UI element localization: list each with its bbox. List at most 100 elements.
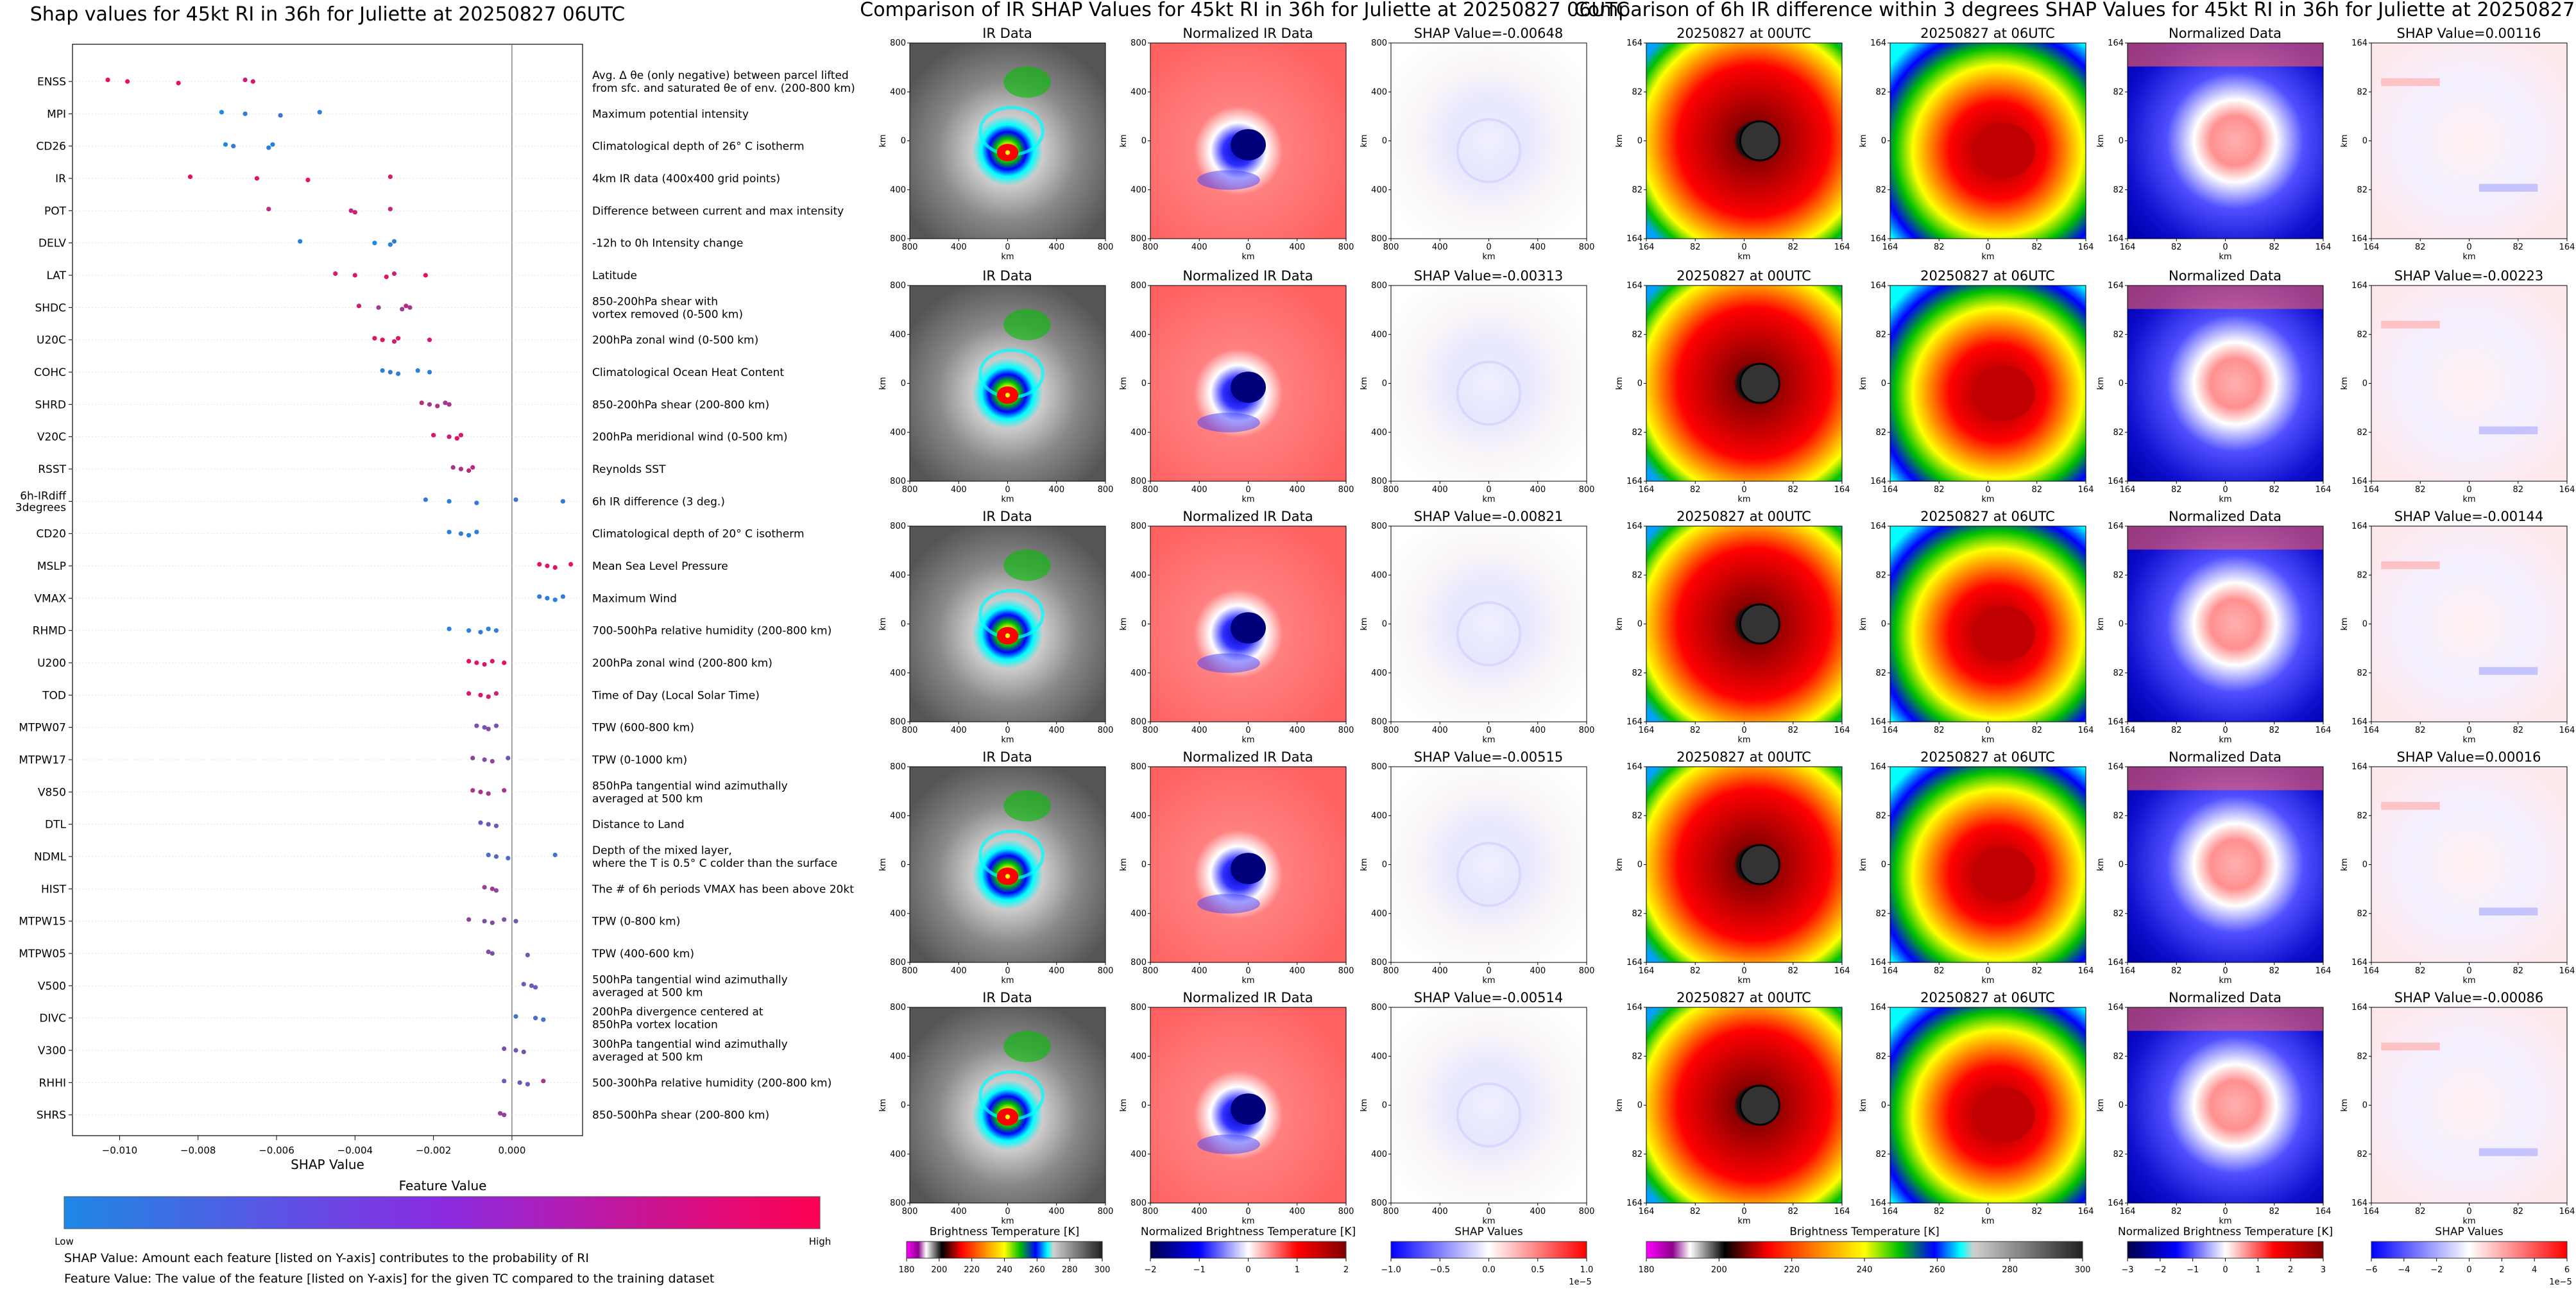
shap-summary-plot: Shap values for 45kt RI in 36h for Julie… [15,3,855,1286]
feature-description: 850-200hPa shear (200-800 km) [592,398,769,411]
y-tick-label: 0 [1141,620,1147,629]
panel-title: 20250827 at 06UTC [1920,509,2055,524]
storm-core [1972,606,2035,662]
y-axis-label: km [2340,858,2350,871]
x-axis-label: km [1482,495,1495,504]
shap-point [266,145,271,150]
x-tick-label: 164 [2120,1207,2136,1216]
feature-description: TPW (600-800 km) [592,722,694,735]
shap-ring [1456,360,1522,426]
shap-point [372,336,377,341]
shap-point [348,208,354,213]
shap-point [478,789,483,794]
y-tick-label: 82 [2113,330,2124,339]
y-axis-label: km [2096,1098,2106,1111]
y-tick-label: 82 [2113,1150,2124,1159]
feature-name: 3degrees [15,501,66,514]
x-tick-label: 800 [1383,726,1399,735]
colorbar-tick-label: −6 [2365,1265,2377,1275]
y-tick-label: 82 [2113,909,2124,919]
y-tick-label: 164 [1870,958,1886,968]
x-tick-label: 800 [1143,243,1159,252]
colorbar-label: Brightness Temperature [K] [1789,1225,1939,1238]
shap-point [356,303,362,309]
x-tick-label: −0.004 [337,1145,373,1156]
y-tick-label: 164 [2351,762,2367,772]
shap-ring [1456,1082,1522,1148]
y-tick-label: 0 [1382,379,1387,389]
x-tick-label: 82 [2512,243,2523,252]
colorbar [1390,1241,1587,1259]
shap-point [478,692,483,697]
panel-title: SHAP Value=-0.00086 [2394,990,2544,1005]
x-tick-label: 82 [1787,726,1798,735]
shap-streak [2381,78,2440,87]
feature-name: DIVC [39,1012,66,1025]
y-tick-label: 800 [1130,717,1147,727]
feature-description: Climatological depth of 20° C isotherm [592,528,805,541]
y-tick-label: 164 [1870,522,1886,531]
x-tick-label: 0 [1005,485,1010,495]
zoom-shap-image [2371,767,2567,962]
y-tick-label: 400 [1371,909,1387,919]
feature-description: Maximum Wind [592,592,677,605]
y-tick-label: 164 [1626,958,1642,968]
x-tick-label: 0 [1486,485,1491,495]
colorbar-label: Normalized Brightness Temperature [K] [2118,1225,2333,1238]
colorbar-tick-label: 0 [1245,1265,1250,1275]
shap-point [482,725,487,730]
y-tick-label: 400 [1371,1052,1387,1061]
x-axis-label: km [1737,252,1750,262]
feature-row: DELV -12h to 0h Intensity change [38,237,743,250]
shap-point [513,1014,518,1019]
y-tick-label: 0 [2119,137,2124,146]
y-tick-label: 82 [2357,330,2367,339]
x-tick-label: 400 [951,1207,967,1216]
x-tick-label: 164 [1882,1207,1898,1216]
feature-name: CD26 [36,141,66,153]
storm-eye [1739,603,1780,645]
y-tick-label: 800 [1130,522,1147,531]
shap-image [1391,43,1587,239]
y-tick-label: 0 [2119,379,2124,389]
feature-row: V850 850hPa tangential wind azimuthallyav… [38,780,788,805]
y-axis-label: km [1360,617,1369,630]
y-tick-label: 82 [2357,669,2367,678]
shap-point [513,497,518,502]
y-axis-label: km [2096,858,2106,871]
panel-title: 20250827 at 06UTC [1920,268,2055,284]
feature-description: 200hPa zonal wind (200-800 km) [592,657,772,670]
x-tick-label: 82 [1690,243,1701,252]
shap-point [502,660,507,665]
x-tick-label: 164 [2078,1207,2094,1216]
y-tick-label: 400 [1130,428,1147,438]
y-axis-label: km [2340,617,2350,630]
feature-description: Climatological Ocean Heat Content [592,366,784,379]
x-axis-label: km [1981,252,1994,262]
x-tick-label: 164 [2559,1207,2575,1216]
x-tick-label: −0.006 [259,1145,294,1156]
y-tick-label: 164 [1626,1003,1642,1012]
x-tick-label: 400 [1048,485,1064,495]
y-axis-label: km [1360,1098,1369,1111]
feature-name: RHHI [39,1077,66,1089]
shap-point [372,241,377,246]
x-tick-label: 400 [1289,243,1305,252]
y-axis-label: km [1615,1098,1625,1111]
x-tick-label: 82 [1690,966,1701,976]
x-tick-label: 82 [2512,966,2523,976]
y-tick-label: 800 [1371,477,1387,486]
shap-point [552,852,558,858]
colorbar-tick-label: 220 [1784,1265,1800,1275]
feature-description: 850hPa vortex location [592,1019,718,1032]
feature-row: U200 200hPa zonal wind (200-800 km) [37,657,772,670]
x-tick-label: 82 [2171,1207,2182,1216]
colorbar [2127,1241,2324,1259]
y-tick-label: 0 [1637,860,1642,870]
y-tick-label: 800 [890,1199,906,1208]
x-tick-label: 164 [2364,966,2380,976]
y-tick-label: 400 [1130,87,1147,97]
shap-point [380,337,385,343]
shap-point [533,985,538,990]
